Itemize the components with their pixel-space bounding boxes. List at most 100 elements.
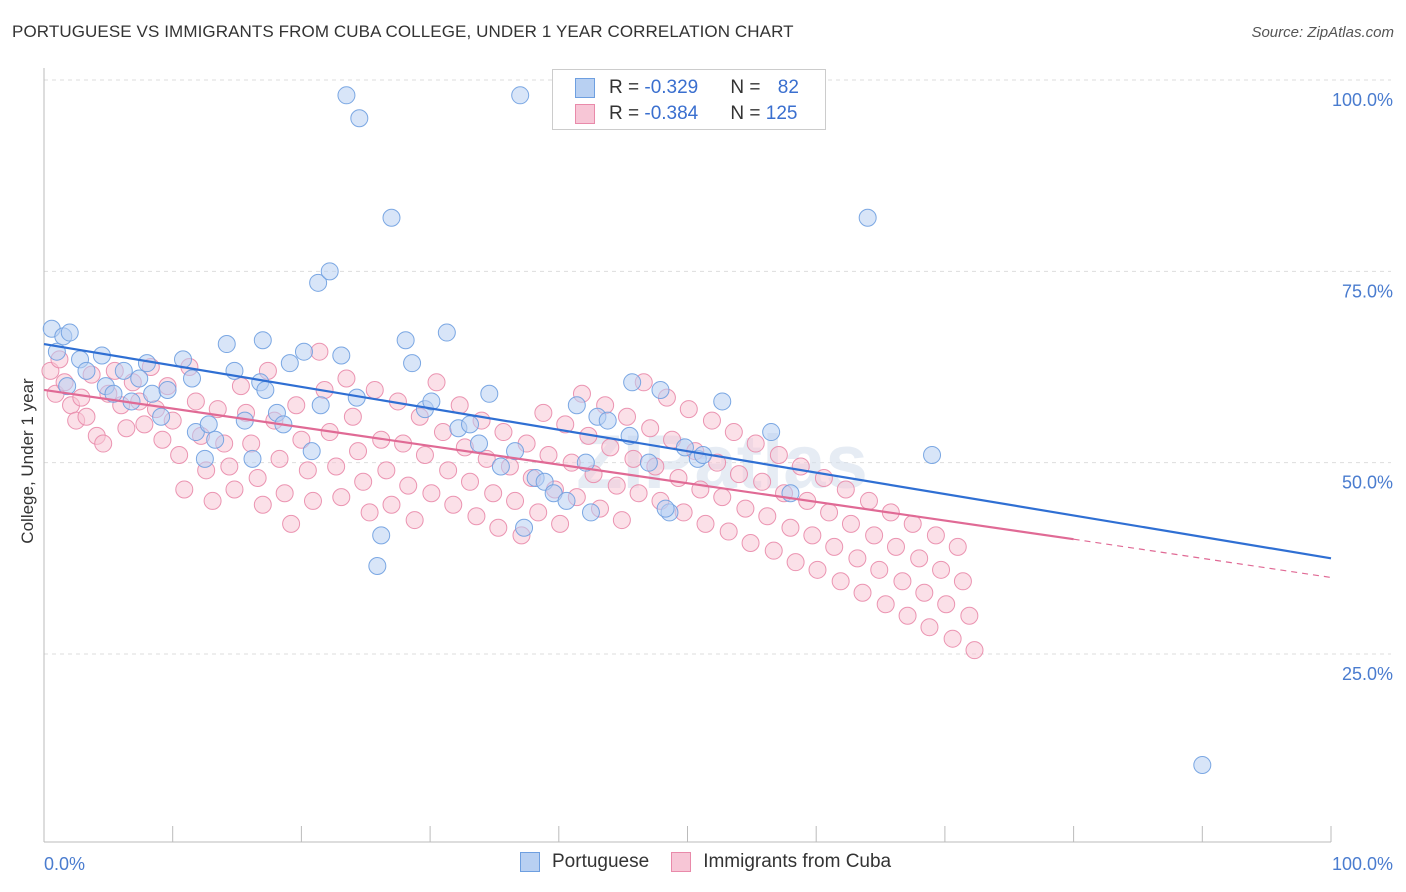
bottom-legend-cuba: Immigrants from Cuba <box>671 851 891 873</box>
portuguese-point <box>470 434 489 453</box>
cuba-point <box>427 373 446 392</box>
cuba-point <box>781 518 800 537</box>
cuba-point <box>460 472 479 491</box>
cuba-point <box>170 446 189 465</box>
cuba-point <box>920 618 939 637</box>
cuba-point <box>702 411 721 430</box>
portuguese-point <box>460 415 479 434</box>
portuguese-point <box>858 208 877 227</box>
portuguese-trend-line <box>43 342 1332 560</box>
cuba-trend-extension <box>1073 538 1332 579</box>
portuguese-point <box>158 380 177 399</box>
cuba-point <box>729 465 748 484</box>
cuba-point <box>220 457 239 476</box>
cuba-point <box>903 514 922 533</box>
cuba-point <box>175 480 194 499</box>
cuba-point <box>439 461 458 480</box>
cuba-point <box>405 511 424 530</box>
cuba-point <box>327 457 346 476</box>
cuba-point <box>343 407 362 426</box>
cuba-point <box>910 549 929 568</box>
portuguese-point <box>557 491 576 510</box>
cuba-point <box>94 434 113 453</box>
cuba-point <box>153 430 172 449</box>
cuba-point <box>422 484 441 503</box>
cuba-trend-line <box>43 388 1074 541</box>
cuba-point <box>203 491 222 510</box>
cuba-point <box>948 537 967 556</box>
legend-swatch-blue <box>575 78 595 98</box>
cuba-point <box>841 514 860 533</box>
cuba-point <box>534 403 553 422</box>
portuguese-point <box>762 423 781 442</box>
portuguese-point <box>437 323 456 342</box>
portuguese-point <box>372 526 391 545</box>
cuba-point <box>836 480 855 499</box>
cuba-point <box>786 553 805 572</box>
cuba-point <box>859 491 878 510</box>
cuba-point <box>758 507 777 526</box>
cuba-point <box>275 484 294 503</box>
portuguese-point <box>480 384 499 403</box>
cuba-point <box>365 380 384 399</box>
portuguese-point <box>60 323 79 342</box>
cuba-point <box>208 400 227 419</box>
portuguese-point <box>104 384 123 403</box>
cuba-point <box>506 491 525 510</box>
portuguese-point <box>639 453 658 472</box>
cuba-point <box>965 641 984 660</box>
portuguese-point <box>195 449 214 468</box>
portuguese-point <box>302 442 321 461</box>
cuba-point <box>696 514 715 533</box>
cuba-point <box>135 415 154 434</box>
cuba-point <box>803 526 822 545</box>
cuba-point <box>624 449 643 468</box>
portuguese-point <box>511 86 530 105</box>
portuguese-point <box>206 430 225 449</box>
cuba-point <box>932 560 951 579</box>
y-tick-label: 50.0% <box>1342 473 1393 493</box>
cuba-point <box>529 503 548 522</box>
cuba-point <box>494 423 513 442</box>
cuba-point <box>808 560 827 579</box>
cuba-point <box>708 453 727 472</box>
cuba-point <box>72 388 91 407</box>
cuba-point <box>377 461 396 480</box>
legend-n-value: 125 <box>765 103 798 124</box>
portuguese-point <box>1193 755 1212 774</box>
legend-r-value: -0.329 <box>644 77 699 98</box>
cuba-point <box>337 369 356 388</box>
cuba-point <box>287 396 306 415</box>
cuba-point <box>282 514 301 533</box>
legend-r-label: R = <box>609 103 645 124</box>
legend-r-value: -0.384 <box>644 103 699 124</box>
cuba-point <box>484 484 503 503</box>
cuba-point <box>310 342 329 361</box>
portuguese-point <box>368 556 387 575</box>
cuba-point <box>943 629 962 648</box>
cuba-point <box>332 488 351 507</box>
cuba-point <box>915 583 934 602</box>
portuguese-point <box>143 384 162 403</box>
cuba-point <box>489 518 508 537</box>
portuguese-point <box>311 396 330 415</box>
cuba-point <box>870 560 889 579</box>
cuba-point <box>713 488 732 507</box>
legend: R = -0.329 N = 82 R = -0.384 N = 125 <box>552 69 826 130</box>
cuba-point <box>679 400 698 419</box>
cuba-point <box>719 522 738 541</box>
portuguese-point <box>350 109 369 128</box>
cuba-point <box>231 377 250 396</box>
cuba-point <box>270 449 289 468</box>
cuba-point <box>354 472 373 491</box>
cuba-point <box>539 446 558 465</box>
portuguese-point <box>217 335 236 354</box>
cuba-point <box>303 491 322 510</box>
cuba-point <box>433 423 452 442</box>
bottom-legend-portuguese: Portuguese <box>520 851 649 873</box>
portuguese-point <box>183 369 202 388</box>
portuguese-point <box>152 407 171 426</box>
cuba-point <box>253 495 272 514</box>
x-tick-label: 0.0% <box>44 854 85 874</box>
portuguese-point <box>382 208 401 227</box>
